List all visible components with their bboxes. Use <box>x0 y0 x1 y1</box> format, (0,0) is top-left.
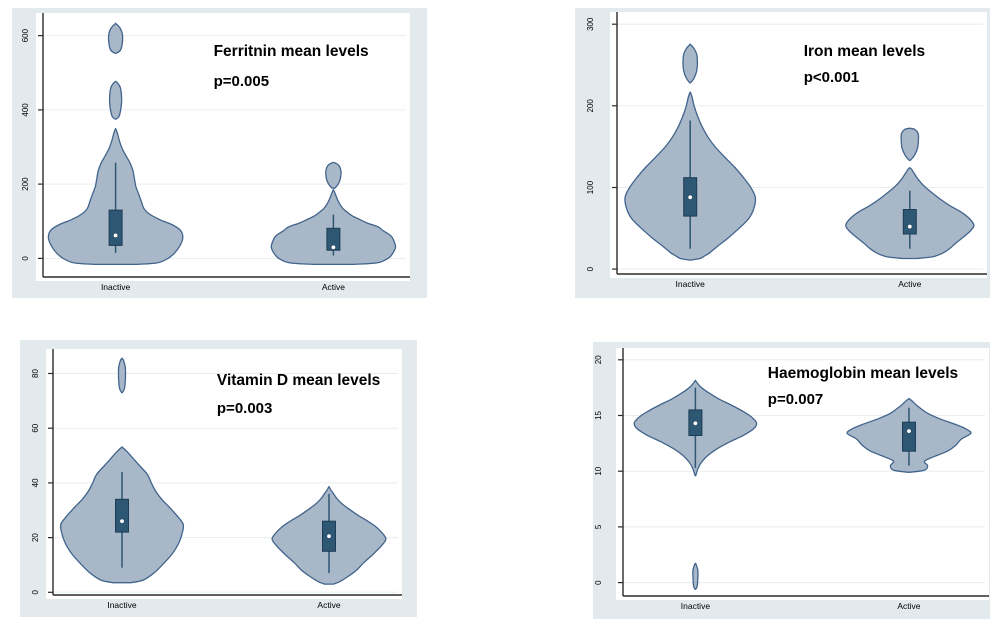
p-value-label: p=0.003 <box>217 400 272 417</box>
violin-chart-svg: Inactive Active 0 5 10 15 20 Haemoglobin mean l… <box>593 342 990 619</box>
mean-marker-active <box>326 533 332 539</box>
mean-marker-inactive <box>692 420 698 426</box>
x-tick-label: Active <box>322 282 345 292</box>
boxplot-inactive <box>108 209 123 246</box>
x-tick-label: Inactive <box>107 600 137 610</box>
mean-marker-inactive <box>119 518 125 524</box>
violin-outlier-island-inactive <box>692 562 699 590</box>
violin-outlier-island-inactive <box>682 43 699 84</box>
violin-outlier-island-active <box>325 161 342 189</box>
chart-panel-vitamin-d: Inactive Active 0 20 40 60 80 Vitamin D mean le… <box>20 340 417 617</box>
mean-marker-active <box>907 224 913 230</box>
chart-panel-haemoglobin: Inactive Active 0 5 10 15 20 Haemoglobin mean l… <box>593 342 990 619</box>
boxplot-inactive <box>115 498 129 533</box>
y-tick-label: 0 <box>31 590 40 595</box>
y-tick-label: 0 <box>586 266 595 271</box>
p-value-label: p=0.007 <box>768 391 823 408</box>
boxplot-active <box>326 227 341 251</box>
x-tick-label: Active <box>317 600 340 610</box>
y-tick-label: 200 <box>586 99 595 113</box>
violin-outlier-island-active <box>900 127 920 162</box>
plot-area <box>616 348 989 600</box>
y-tick-label: 15 <box>594 411 603 420</box>
chart-panel-ferritin: Inactive Active 0 200 400 600 Ferritnin mean l… <box>12 8 427 298</box>
chart-panel-iron: Inactive Active 0 100 200 300 Iron mean levels… <box>575 8 990 298</box>
x-tick-label: Inactive <box>681 601 711 611</box>
y-tick-label: 100 <box>586 180 595 194</box>
violin-chart-svg: Inactive Active 0 100 200 300 Iron mean levels… <box>575 8 990 298</box>
y-tick-label: 200 <box>21 177 30 191</box>
violin-chart-svg: Inactive Active 0 20 40 60 80 Vitamin D mean le… <box>20 340 417 617</box>
x-tick-label: Active <box>898 279 921 289</box>
x-tick-label: Active <box>897 601 920 611</box>
x-tick-label: Inactive <box>101 282 131 292</box>
y-tick-label: 80 <box>31 369 40 378</box>
y-tick-label: 0 <box>594 580 603 585</box>
violin-outlier-island-inactive <box>108 80 123 120</box>
y-tick-label: 20 <box>31 533 40 542</box>
y-tick-label: 20 <box>594 355 603 364</box>
y-tick-label: 40 <box>31 478 40 487</box>
boxplot-active <box>902 421 916 452</box>
mean-marker-inactive <box>687 194 693 200</box>
chart-title: Haemoglobin mean levels <box>768 365 958 382</box>
chart-title: Ferritnin mean levels <box>214 43 369 60</box>
p-value-label: p<0.001 <box>804 69 859 86</box>
y-tick-label: 5 <box>594 524 603 529</box>
y-tick-label: 60 <box>31 423 40 432</box>
y-tick-label: 400 <box>21 103 30 117</box>
mean-marker-active <box>330 244 336 250</box>
x-tick-label: Inactive <box>676 279 706 289</box>
y-tick-label: 300 <box>586 17 595 31</box>
violin-outlier-island-inactive <box>107 22 124 55</box>
chart-title: Iron mean levels <box>804 43 925 60</box>
chart-title: Vitamin D mean levels <box>217 372 380 389</box>
violin-chart-svg: Inactive Active 0 200 400 600 Ferritnin mean l… <box>12 8 427 298</box>
y-tick-label: 10 <box>594 466 603 475</box>
y-tick-label: 0 <box>21 256 30 261</box>
mean-marker-active <box>906 428 912 434</box>
boxplot-active <box>902 209 917 235</box>
y-tick-label: 600 <box>21 28 30 42</box>
violin-outlier-island-inactive <box>117 357 127 394</box>
mean-marker-inactive <box>113 232 119 238</box>
p-value-label: p=0.005 <box>214 73 269 90</box>
